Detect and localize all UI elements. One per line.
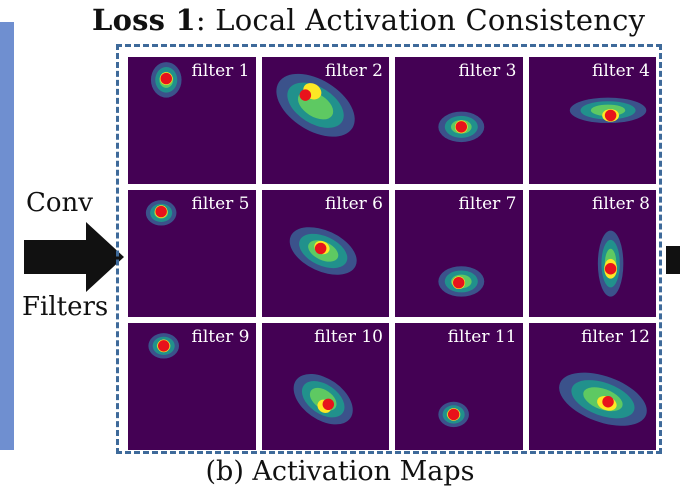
activation-map-grid: filter 1 filter 2 filter 3 filter 4 bbox=[128, 57, 656, 450]
peak-dot bbox=[322, 398, 334, 410]
activation-map-10: filter 10 bbox=[261, 323, 389, 450]
peak-dot bbox=[155, 205, 167, 218]
activation-map-2: filter 2 bbox=[261, 57, 389, 184]
title-rest: : Local Activation Consistency bbox=[195, 3, 646, 37]
filter-label: filter 8 bbox=[591, 194, 650, 214]
filters-label: Filters bbox=[22, 292, 109, 322]
heatmap-blob bbox=[289, 227, 357, 275]
activation-map-3: filter 3 bbox=[395, 57, 523, 184]
filter-label: filter 1 bbox=[191, 61, 250, 81]
activation-map-1: filter 1 bbox=[128, 57, 256, 184]
diagram-title: Loss 1: Local Activation Consistency bbox=[92, 3, 680, 37]
activation-map-6: filter 6 bbox=[261, 190, 389, 317]
heatmap-blob bbox=[150, 62, 182, 98]
next-arrow-stub bbox=[666, 246, 680, 274]
peak-dot bbox=[299, 89, 311, 101]
heatmap-blob bbox=[148, 333, 179, 359]
right-arrow-icon bbox=[24, 222, 124, 292]
peak-dot bbox=[601, 396, 614, 408]
filter-label: filter 6 bbox=[324, 194, 383, 214]
peak-dot bbox=[604, 109, 616, 122]
heatmap-blob bbox=[145, 200, 177, 226]
filter-label: filter 5 bbox=[191, 194, 250, 214]
activation-map-7: filter 7 bbox=[395, 190, 523, 317]
heatmap-blob bbox=[275, 73, 355, 137]
conv-label: Conv bbox=[26, 188, 93, 218]
caption: (b) Activation Maps bbox=[205, 456, 475, 487]
filter-label: filter 9 bbox=[191, 327, 250, 347]
peak-dot bbox=[314, 242, 326, 255]
filter-label: filter 2 bbox=[324, 61, 383, 81]
peak-dot bbox=[160, 72, 172, 85]
filter-label: filter 7 bbox=[458, 194, 517, 214]
activation-map-12: filter 12 bbox=[528, 323, 656, 450]
heatmap-blob bbox=[597, 230, 623, 297]
filter-label: filter 11 bbox=[447, 327, 517, 347]
heatmap-blob bbox=[438, 266, 485, 297]
heatmap-blob bbox=[569, 97, 646, 124]
left-panel-edge bbox=[0, 22, 14, 450]
peak-dot bbox=[447, 408, 460, 421]
peak-dot bbox=[453, 276, 465, 289]
activation-map-4: filter 4 bbox=[528, 57, 656, 184]
activation-map-5: filter 5 bbox=[128, 190, 256, 317]
filter-label: filter 4 bbox=[591, 61, 650, 81]
activation-map-9: filter 9 bbox=[128, 323, 256, 450]
heatmap-blob bbox=[293, 373, 353, 425]
filter-label: filter 3 bbox=[458, 61, 517, 81]
peak-dot bbox=[157, 340, 170, 352]
heatmap-blob bbox=[438, 111, 485, 143]
dashed-frame bbox=[116, 44, 662, 454]
peak-dot bbox=[604, 263, 616, 275]
title-bold: Loss 1 bbox=[92, 3, 196, 37]
filter-label: filter 10 bbox=[314, 327, 383, 347]
activation-map-8: filter 8 bbox=[528, 190, 656, 317]
filter-label: filter 12 bbox=[581, 327, 650, 347]
peak-dot bbox=[455, 121, 468, 133]
activation-map-11: filter 11 bbox=[395, 323, 523, 450]
heatmap-blob bbox=[558, 372, 647, 426]
heatmap-blob bbox=[438, 401, 469, 428]
